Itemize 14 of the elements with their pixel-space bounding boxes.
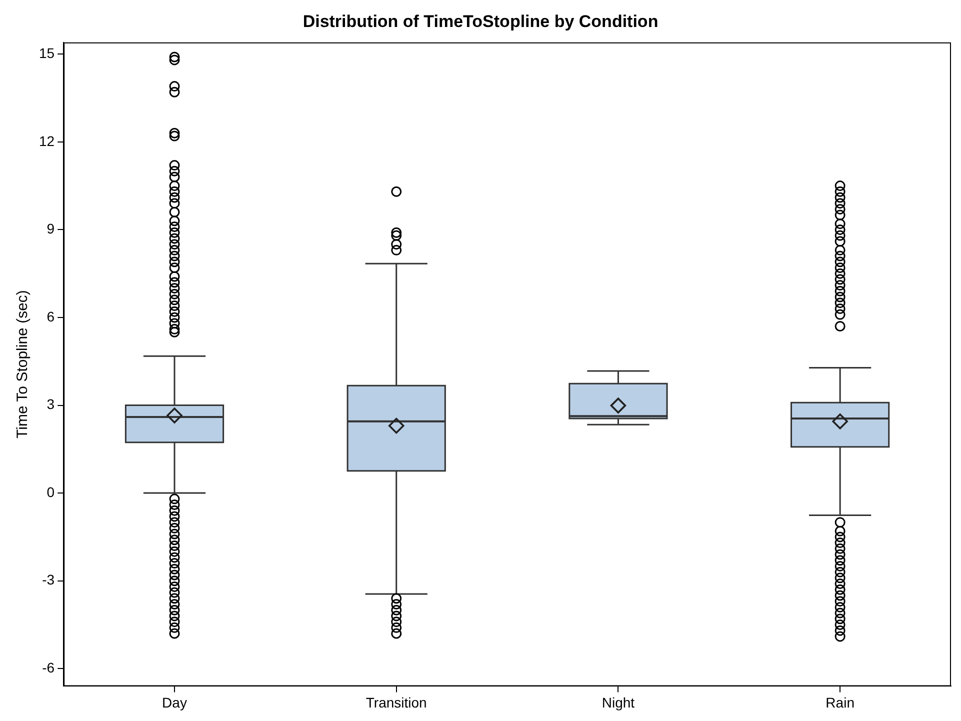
y-tick-label: 12	[38, 132, 55, 149]
y-tick-label: 15	[38, 44, 55, 61]
y-tick-label: 3	[46, 396, 55, 412]
y-tick-label: 0	[46, 484, 55, 500]
y-tick-label: 9	[46, 220, 55, 237]
y-tick-label: -6	[42, 660, 55, 676]
x-tick-label: Night	[602, 694, 635, 710]
x-tick-label: Transition	[366, 694, 427, 710]
y-axis-title: Time To Stopline (sec)	[14, 290, 32, 438]
chart-title: Distribution of TimeToStopline by Condition	[302, 12, 658, 31]
x-tick-label: Day	[162, 694, 187, 710]
x-tick-label: Rain	[826, 694, 854, 710]
y-tick-label: -3	[42, 572, 55, 588]
y-tick-label: 6	[46, 308, 55, 324]
